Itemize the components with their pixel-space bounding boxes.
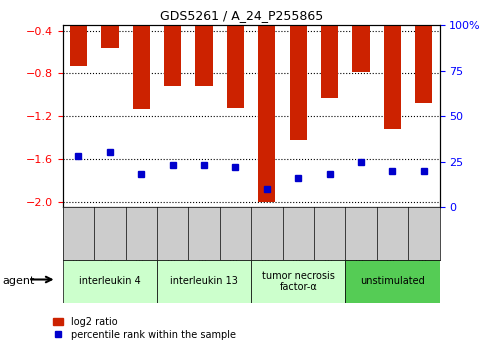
Bar [164,0,181,86]
Bar [101,0,118,48]
Bar [415,0,432,103]
Bar [321,0,338,98]
Bar [133,0,150,109]
Text: tumor necrosis
factor-α: tumor necrosis factor-α [262,270,335,292]
Bar [157,260,251,303]
Bar [63,260,157,303]
Bar [384,0,401,129]
Text: interleukin 4: interleukin 4 [79,276,141,286]
Text: unstimulated: unstimulated [360,276,425,286]
Text: agent: agent [2,276,35,286]
Bar [290,0,307,140]
Bar [258,0,275,201]
Bar [353,0,369,72]
Text: interleukin 13: interleukin 13 [170,276,238,286]
Legend: log2 ratio, percentile rank within the sample: log2 ratio, percentile rank within the s… [53,317,236,340]
Bar [196,0,213,86]
Bar [251,260,345,303]
Bar [70,0,87,66]
Bar [227,0,244,107]
Text: GDS5261 / A_24_P255865: GDS5261 / A_24_P255865 [160,9,323,22]
Bar [345,260,440,303]
